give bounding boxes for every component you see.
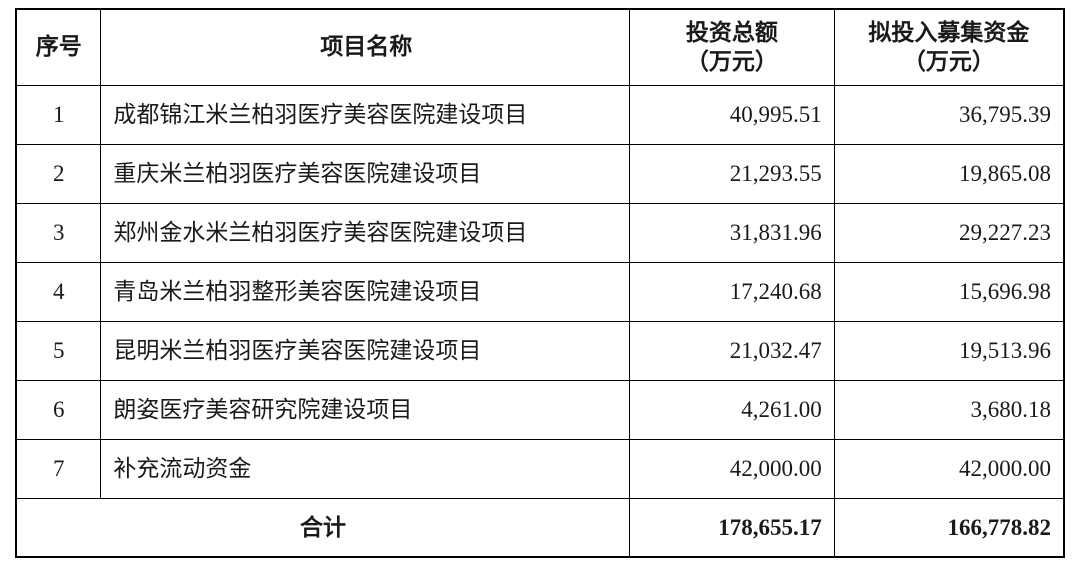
header-total: 投资总额 （万元） bbox=[630, 9, 835, 86]
header-proposed-line1: 拟投入募集资金 bbox=[839, 18, 1059, 48]
footer-row: 合计 178,655.17 166,778.82 bbox=[16, 498, 1064, 557]
footer-proposed: 166,778.82 bbox=[834, 498, 1064, 557]
cell-total: 21,032.47 bbox=[630, 321, 835, 380]
header-seq: 序号 bbox=[16, 9, 101, 86]
cell-name: 昆明米兰柏羽医疗美容医院建设项目 bbox=[101, 321, 630, 380]
cell-proposed: 19,865.08 bbox=[834, 145, 1064, 204]
cell-proposed: 36,795.39 bbox=[834, 86, 1064, 145]
cell-proposed: 19,513.96 bbox=[834, 321, 1064, 380]
header-proposed: 拟投入募集资金 （万元） bbox=[834, 9, 1064, 86]
table-header: 序号 项目名称 投资总额 （万元） 拟投入募集资金 （万元） bbox=[16, 9, 1064, 86]
cell-proposed: 42,000.00 bbox=[834, 439, 1064, 498]
cell-seq: 1 bbox=[16, 86, 101, 145]
footer-total: 178,655.17 bbox=[630, 498, 835, 557]
table-row: 6 朗姿医疗美容研究院建设项目 4,261.00 3,680.18 bbox=[16, 380, 1064, 439]
table-row: 7 补充流动资金 42,000.00 42,000.00 bbox=[16, 439, 1064, 498]
footer-label: 合计 bbox=[16, 498, 630, 557]
cell-seq: 6 bbox=[16, 380, 101, 439]
cell-total: 40,995.51 bbox=[630, 86, 835, 145]
cell-total: 4,261.00 bbox=[630, 380, 835, 439]
cell-proposed: 15,696.98 bbox=[834, 263, 1064, 322]
cell-seq: 4 bbox=[16, 263, 101, 322]
table-row: 1 成都锦江米兰柏羽医疗美容医院建设项目 40,995.51 36,795.39 bbox=[16, 86, 1064, 145]
cell-proposed: 3,680.18 bbox=[834, 380, 1064, 439]
cell-seq: 3 bbox=[16, 204, 101, 263]
cell-name: 补充流动资金 bbox=[101, 439, 630, 498]
cell-seq: 7 bbox=[16, 439, 101, 498]
investment-table: 序号 项目名称 投资总额 （万元） 拟投入募集资金 （万元） 1 成都锦江米兰柏… bbox=[15, 8, 1065, 559]
cell-name: 青岛米兰柏羽整形美容医院建设项目 bbox=[101, 263, 630, 322]
table-body: 1 成都锦江米兰柏羽医疗美容医院建设项目 40,995.51 36,795.39… bbox=[16, 86, 1064, 558]
cell-total: 42,000.00 bbox=[630, 439, 835, 498]
cell-name: 重庆米兰柏羽医疗美容医院建设项目 bbox=[101, 145, 630, 204]
cell-total: 31,831.96 bbox=[630, 204, 835, 263]
header-total-line2: （万元） bbox=[634, 47, 830, 77]
investment-table-wrapper: 序号 项目名称 投资总额 （万元） 拟投入募集资金 （万元） 1 成都锦江米兰柏… bbox=[15, 8, 1065, 559]
header-proposed-line2: （万元） bbox=[839, 47, 1059, 77]
cell-seq: 5 bbox=[16, 321, 101, 380]
cell-seq: 2 bbox=[16, 145, 101, 204]
cell-name: 郑州金水米兰柏羽医疗美容医院建设项目 bbox=[101, 204, 630, 263]
cell-total: 21,293.55 bbox=[630, 145, 835, 204]
cell-total: 17,240.68 bbox=[630, 263, 835, 322]
table-row: 5 昆明米兰柏羽医疗美容医院建设项目 21,032.47 19,513.96 bbox=[16, 321, 1064, 380]
cell-name: 成都锦江米兰柏羽医疗美容医院建设项目 bbox=[101, 86, 630, 145]
table-row: 2 重庆米兰柏羽医疗美容医院建设项目 21,293.55 19,865.08 bbox=[16, 145, 1064, 204]
header-name: 项目名称 bbox=[101, 9, 630, 86]
header-row: 序号 项目名称 投资总额 （万元） 拟投入募集资金 （万元） bbox=[16, 9, 1064, 86]
table-row: 4 青岛米兰柏羽整形美容医院建设项目 17,240.68 15,696.98 bbox=[16, 263, 1064, 322]
cell-name: 朗姿医疗美容研究院建设项目 bbox=[101, 380, 630, 439]
table-row: 3 郑州金水米兰柏羽医疗美容医院建设项目 31,831.96 29,227.23 bbox=[16, 204, 1064, 263]
header-total-line1: 投资总额 bbox=[634, 18, 830, 48]
cell-proposed: 29,227.23 bbox=[834, 204, 1064, 263]
